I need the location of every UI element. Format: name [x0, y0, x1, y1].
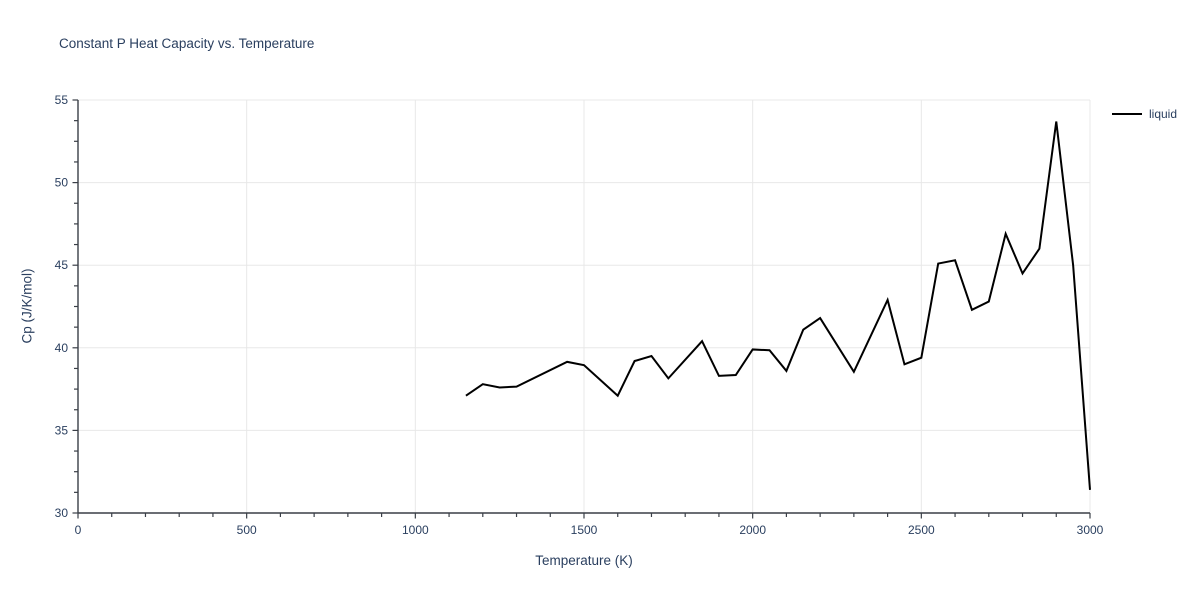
x-tick-label: 500: [237, 523, 257, 537]
y-tick-label: 45: [55, 258, 69, 272]
y-tick-label: 35: [55, 423, 69, 437]
series-line-liquid[interactable]: [465, 121, 1091, 490]
legend-item-liquid[interactable]: liquid: [1149, 107, 1178, 121]
y-axis-title: Cp (J/K/mol): [19, 268, 35, 344]
chart-title: Constant P Heat Capacity vs. Temperature: [59, 36, 315, 51]
x-tick-label: 1000: [402, 523, 429, 537]
legend[interactable]: liquid: [1112, 107, 1177, 121]
x-tick-label: 3000: [1077, 523, 1104, 537]
x-tick-label: 2000: [739, 523, 766, 537]
x-axis-title: Temperature (K): [535, 553, 633, 568]
x-tick-label: 0: [75, 523, 82, 537]
x-tick-label: 2500: [908, 523, 935, 537]
y-tick-label: 30: [55, 506, 69, 520]
y-tick-label: 40: [55, 341, 69, 355]
y-tick-label: 55: [55, 93, 69, 107]
x-tick-label: 1500: [571, 523, 598, 537]
y-tick-label: 50: [55, 176, 69, 190]
legend-line-sample: [1112, 113, 1142, 115]
